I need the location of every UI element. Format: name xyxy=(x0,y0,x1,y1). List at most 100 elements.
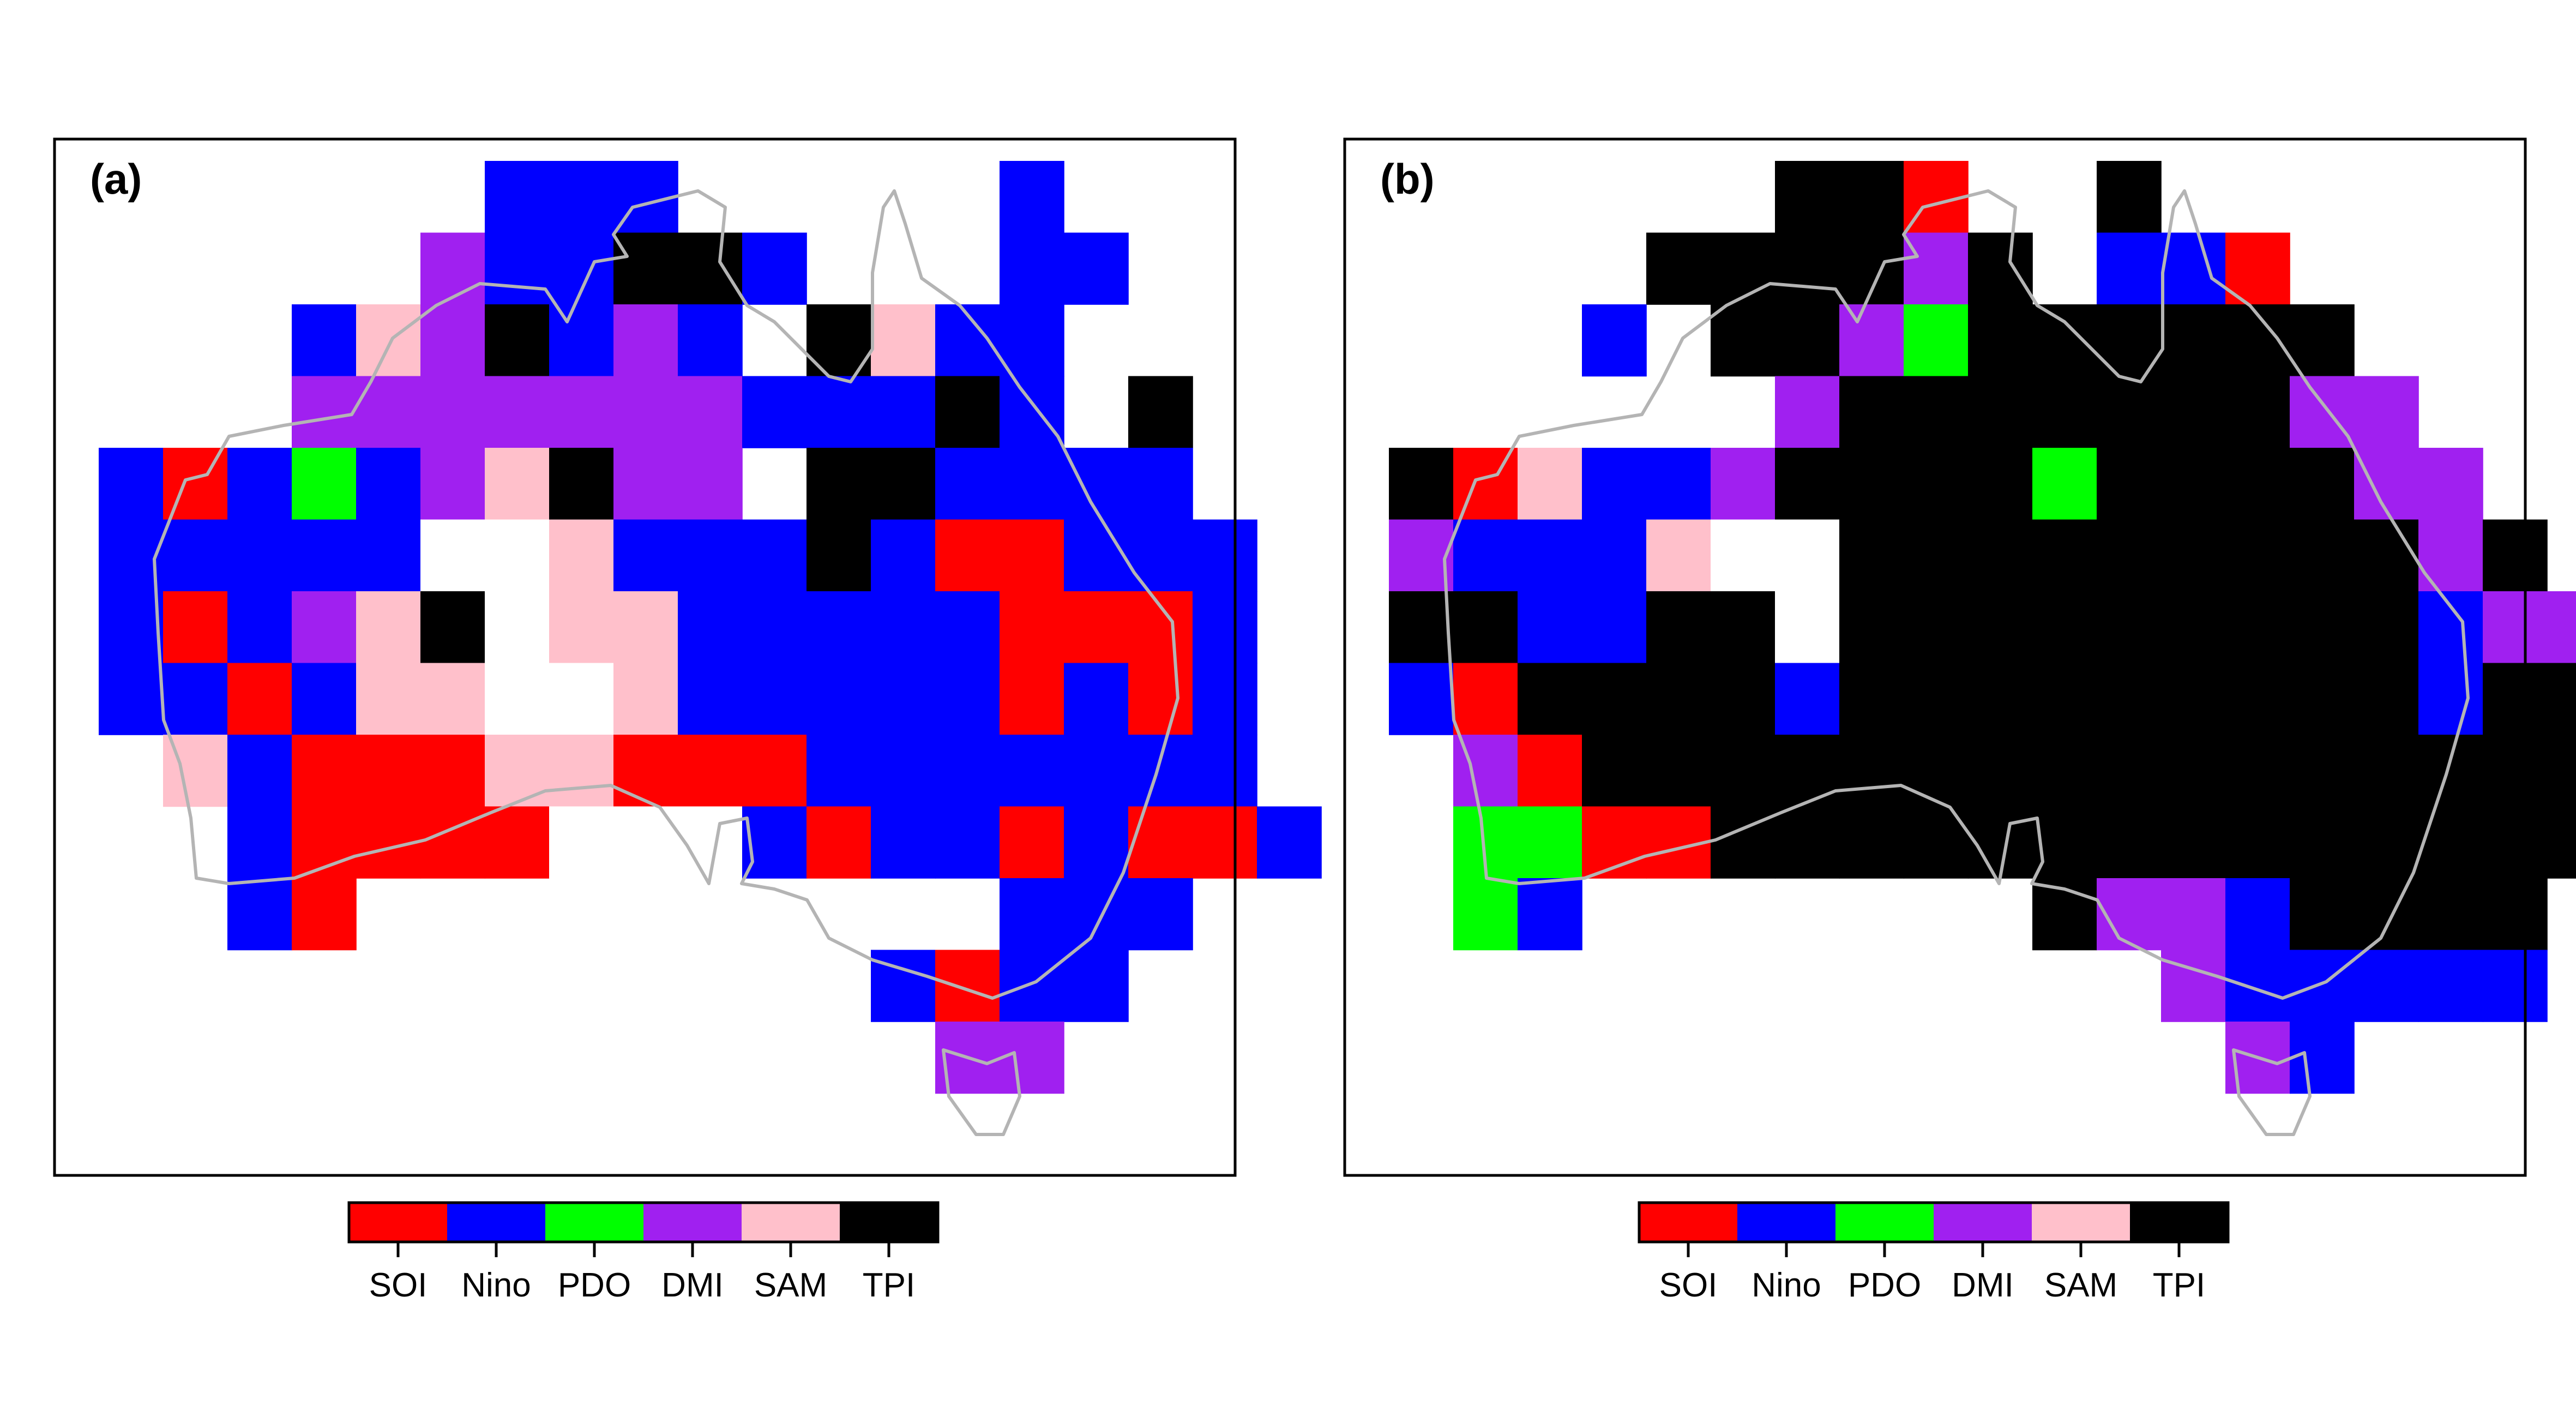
grid-cell-soi xyxy=(1193,806,1257,879)
grid-cell-tpi xyxy=(2483,878,2548,951)
grid-cell-tpi xyxy=(2354,591,2419,664)
grid-cell-tpi xyxy=(678,232,743,305)
grid-cell-tpi xyxy=(1453,591,1518,664)
panel-a-frame xyxy=(53,137,1237,1177)
grid-cell-nino xyxy=(1518,519,1582,592)
grid-cell-tpi xyxy=(2097,448,2162,520)
grid-cell-nino xyxy=(1000,232,1064,305)
grid-cell-tpi xyxy=(1711,304,1775,377)
grid-cell-tpi xyxy=(1711,232,1775,305)
grid-cell-soi xyxy=(1518,735,1582,807)
grid-cell-pdo xyxy=(1904,304,1969,377)
panel-b-cell-grid xyxy=(1389,161,2576,1094)
grid-cell-tpi xyxy=(1968,735,2033,807)
grid-cell-tpi xyxy=(2161,376,2226,448)
grid-cell-sam xyxy=(549,591,614,664)
grid-cell-nino xyxy=(2290,1022,2355,1094)
grid-cell-nino xyxy=(1193,519,1257,592)
grid-cell-nino xyxy=(227,448,292,520)
grid-cell-nino xyxy=(485,161,550,233)
grid-cell-nino xyxy=(742,663,807,735)
legend-label-nino: Nino xyxy=(461,1266,531,1304)
grid-cell-tpi xyxy=(2354,735,2419,807)
grid-cell-tpi xyxy=(1839,376,1904,448)
grid-cell-dmi xyxy=(2161,878,2226,951)
grid-cell-nino xyxy=(1000,950,1064,1022)
grid-cell-tpi xyxy=(2032,663,2097,735)
grid-cell-sam xyxy=(356,663,421,735)
grid-cell-nino xyxy=(742,591,807,664)
grid-cell-dmi xyxy=(2547,591,2576,664)
grid-cell-dmi xyxy=(2097,878,2162,951)
grid-cell-nino xyxy=(2225,878,2290,951)
grid-cell-tpi xyxy=(2354,519,2419,592)
grid-cell-nino xyxy=(678,304,743,377)
grid-cell-none xyxy=(549,663,614,735)
grid-cell-dmi xyxy=(2483,591,2548,664)
grid-cell-dmi xyxy=(1775,376,1840,448)
grid-cell-tpi xyxy=(1389,448,1454,520)
grid-cell-soi xyxy=(806,806,871,879)
grid-cell-nino xyxy=(1000,735,1064,807)
grid-cell-tpi xyxy=(1968,519,2033,592)
grid-cell-sam xyxy=(420,663,485,735)
grid-cell-tpi xyxy=(2032,519,2097,592)
grid-cell-nino xyxy=(227,591,292,664)
legend-a: SOI Nino PDO DMI SAM TPI xyxy=(347,1201,940,1304)
grid-cell-nino xyxy=(742,376,807,448)
grid-cell-none xyxy=(420,519,485,592)
grid-cell-tpi xyxy=(1839,735,1904,807)
grid-cell-soi xyxy=(1128,806,1193,879)
grid-cell-tpi xyxy=(1839,448,1904,520)
grid-cell-dmi xyxy=(420,232,485,305)
grid-cell-nino xyxy=(99,448,164,520)
panel-a-cell-grid xyxy=(99,161,1322,1094)
grid-cell-nino xyxy=(678,591,743,664)
grid-cell-tpi xyxy=(1968,232,2033,305)
grid-cell-dmi xyxy=(613,448,678,520)
legend-b: SOI Nino PDO DMI SAM TPI xyxy=(1638,1201,2230,1304)
grid-cell-tpi xyxy=(1904,591,1969,664)
grid-cell-nino xyxy=(742,232,807,305)
grid-cell-sam xyxy=(549,735,614,807)
grid-cell-tpi xyxy=(1839,663,1904,735)
legend-label-pdo: PDO xyxy=(1848,1266,1921,1304)
grid-cell-tpi xyxy=(2032,376,2097,448)
grid-cell-tpi xyxy=(2483,519,2548,592)
legend-swatch-tpi xyxy=(2130,1203,2228,1242)
grid-cell-dmi xyxy=(2290,376,2355,448)
grid-cell-sam xyxy=(549,519,614,592)
grid-cell-sam xyxy=(1646,519,1711,592)
grid-cell-nino xyxy=(1193,735,1257,807)
grid-cell-tpi xyxy=(1711,806,1775,879)
legend-label-dmi: DMI xyxy=(1952,1266,2014,1304)
legend-label-tpi: TPI xyxy=(863,1266,915,1304)
grid-cell-nino xyxy=(871,591,936,664)
grid-cell-nino xyxy=(806,663,871,735)
grid-cell-tpi xyxy=(485,304,550,377)
grid-cell-tpi xyxy=(1711,591,1775,664)
grid-cell-tpi xyxy=(2483,663,2548,735)
grid-cell-tpi xyxy=(2161,663,2226,735)
grid-cell-sam xyxy=(356,591,421,664)
panel-a: (a) xyxy=(53,137,1322,1177)
grid-cell-tpi xyxy=(2290,448,2355,520)
grid-cell-soi xyxy=(1000,591,1064,664)
grid-cell-nino xyxy=(2354,950,2419,1022)
grid-cell-dmi xyxy=(1711,448,1775,520)
grid-cell-tpi xyxy=(1775,448,1840,520)
grid-cell-none xyxy=(485,663,550,735)
grid-cell-tpi xyxy=(1518,663,1582,735)
grid-cell-tpi xyxy=(1904,735,1969,807)
legend-label-soi: SOI xyxy=(369,1266,428,1304)
grid-cell-nino xyxy=(2418,950,2483,1022)
grid-cell-tpi xyxy=(1968,304,2033,377)
grid-cell-sam xyxy=(356,304,421,377)
grid-cell-dmi xyxy=(1389,519,1454,592)
grid-cell-nino xyxy=(678,519,743,592)
grid-cell-tpi xyxy=(1839,806,1904,879)
grid-cell-nino xyxy=(485,232,550,305)
grid-cell-nino xyxy=(292,663,357,735)
panel-a-label: (a) xyxy=(90,155,142,203)
grid-cell-tpi xyxy=(2161,519,2226,592)
